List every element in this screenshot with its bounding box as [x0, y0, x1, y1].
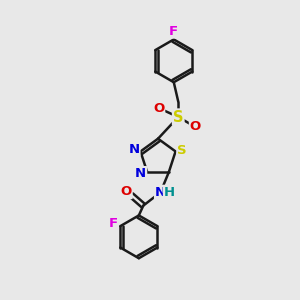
Text: O: O — [153, 102, 164, 115]
Text: O: O — [190, 120, 201, 133]
Text: S: S — [177, 144, 187, 157]
Text: F: F — [108, 217, 117, 230]
Text: N: N — [155, 186, 166, 199]
Text: N: N — [128, 142, 140, 156]
Text: O: O — [120, 185, 132, 198]
Text: F: F — [169, 25, 178, 38]
Text: N: N — [135, 167, 146, 180]
Text: S: S — [173, 110, 184, 124]
Text: H: H — [164, 186, 175, 199]
